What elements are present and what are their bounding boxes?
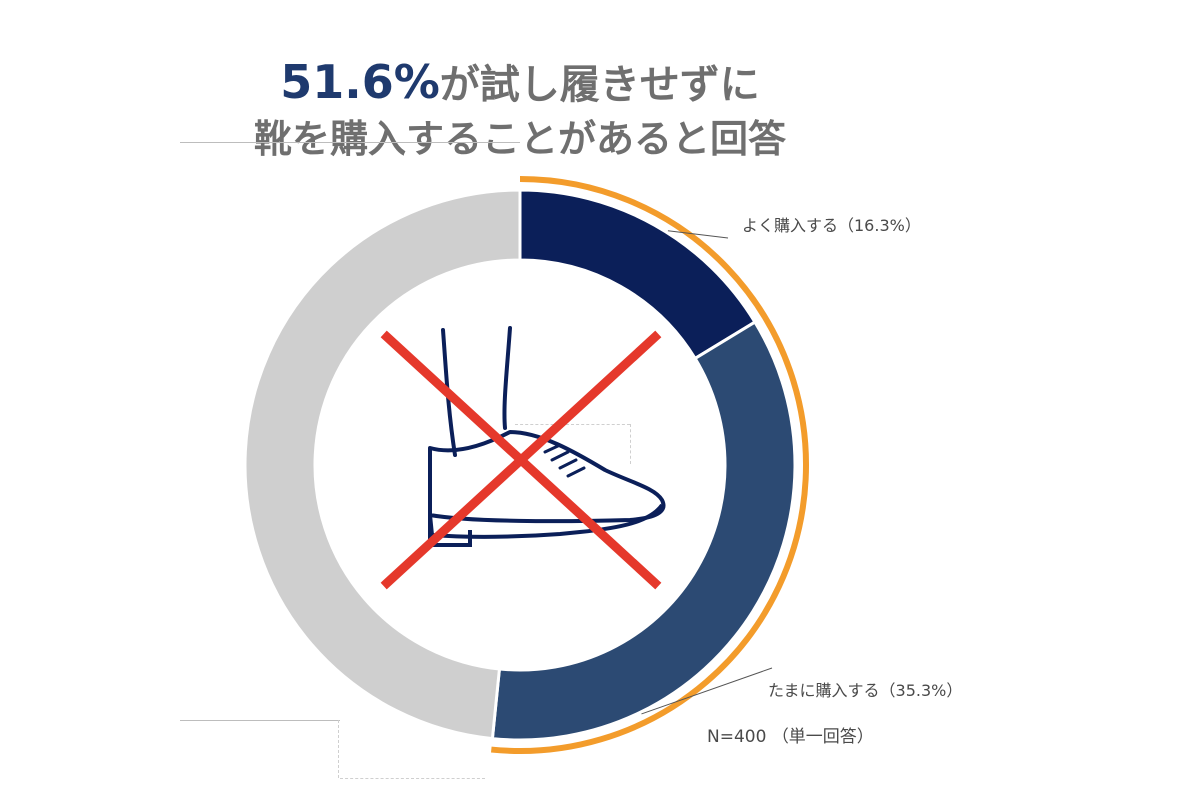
shoe-crossed-out-icon xyxy=(380,326,666,590)
cross-line-2 xyxy=(380,330,662,590)
dashed-guide-inner xyxy=(515,424,630,425)
dashed-guide xyxy=(340,778,485,779)
shoe-heel xyxy=(428,515,472,547)
sample-size-note: N=400 （単一回答） xyxy=(707,727,874,747)
chart-title-line2: 靴を購入することがあると回答 xyxy=(253,117,786,161)
donut-slice-sometimes xyxy=(490,319,797,742)
divider-line-bottom xyxy=(180,720,340,721)
donut-slice-rest xyxy=(243,188,522,741)
title-line1-text: が試し履きせずに xyxy=(439,62,760,108)
slice-label-often: よく購入する（16.3%） xyxy=(742,216,921,235)
title-highlight-percent: 51.6% xyxy=(280,55,440,109)
leader-line-often xyxy=(667,230,729,239)
dashed-guide-inner-vertical xyxy=(630,424,631,464)
highlight-arc xyxy=(491,176,809,754)
shoe-sole xyxy=(428,503,664,539)
shoe-outline xyxy=(428,430,666,524)
donut-slice-often xyxy=(518,188,757,361)
leg-line-right xyxy=(502,326,512,430)
divider-line xyxy=(180,142,520,143)
slice-label-sometimes: たまに購入する（35.3%） xyxy=(768,681,963,700)
chart-title-line1: 51.6%が試し履きせずに xyxy=(0,52,1040,110)
shoe-laces xyxy=(543,443,586,478)
leader-line-sometimes xyxy=(641,667,773,715)
dashed-guide-vertical xyxy=(338,720,339,778)
